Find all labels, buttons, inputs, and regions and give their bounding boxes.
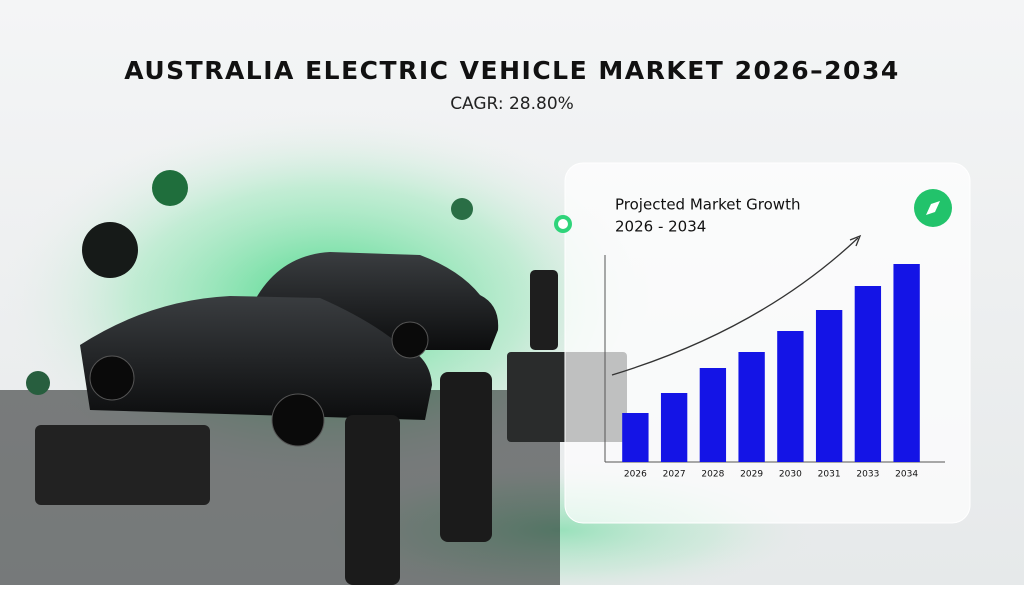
bar — [738, 352, 765, 462]
orb — [26, 371, 50, 395]
arrow-head — [849, 234, 862, 247]
x-tick-label: 2033 — [856, 470, 879, 480]
charger — [530, 270, 558, 350]
bar — [815, 310, 843, 462]
charger — [440, 372, 492, 542]
trend-arrow — [611, 237, 859, 376]
x-tick-label: 2028 — [701, 470, 724, 480]
chart-subtitle: 2026 - 2034 — [615, 218, 706, 236]
bar — [893, 264, 920, 462]
compass-needle — [926, 201, 940, 215]
x-tick-label: 2031 — [818, 470, 841, 480]
x-tick-label: 2027 — [663, 470, 686, 480]
battery — [35, 425, 210, 505]
x-tick-label: 2029 — [740, 470, 763, 480]
orb — [152, 170, 188, 206]
subtitle: CAGR: 28.80% — [450, 94, 574, 114]
orb — [82, 222, 138, 278]
x-tick-label: 2030 — [779, 470, 802, 480]
orb — [451, 198, 473, 220]
bar — [777, 331, 804, 462]
car — [80, 296, 432, 420]
x-tick-label: 2026 — [624, 470, 647, 480]
wheel — [271, 393, 325, 447]
charger — [345, 415, 400, 585]
chart-title: Projected Market Growth — [615, 196, 800, 214]
bar — [660, 393, 688, 462]
x-tick-label: 2034 — [895, 470, 918, 480]
connector-dot — [554, 215, 572, 233]
wheel — [391, 321, 429, 359]
bar — [854, 286, 882, 462]
title: AUSTRALIA ELECTRIC VEHICLE MARKET 2026–2… — [124, 56, 899, 85]
bar — [699, 368, 727, 462]
wheel — [89, 355, 135, 401]
bar — [622, 413, 649, 462]
